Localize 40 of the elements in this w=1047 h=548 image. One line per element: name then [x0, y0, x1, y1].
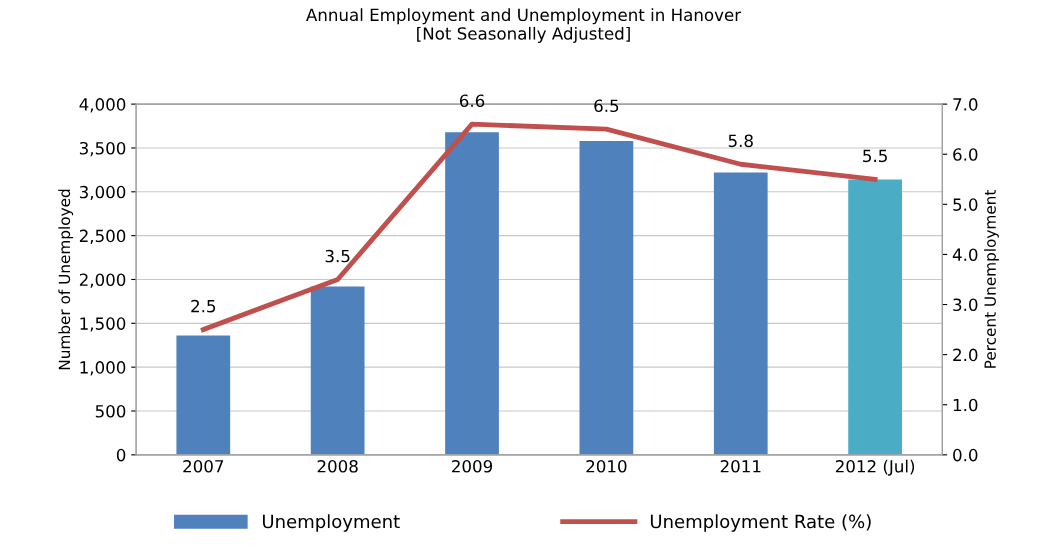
data-label: 6.6	[459, 94, 485, 108]
y2-tick-label: 1.0	[953, 398, 978, 412]
y2-tick-label: 4.0	[952, 248, 978, 261]
bar	[310, 286, 365, 455]
y-tick-label: 1,000	[80, 361, 126, 376]
y2-tick-label: 6.0	[953, 148, 978, 161]
y-tick-label: 500	[95, 404, 126, 418]
data-label: 5.8	[728, 134, 753, 148]
x-tick-label: 2010	[586, 460, 627, 473]
y2-tick-label: 2.0	[953, 348, 978, 362]
y-tick-label: 3,500	[79, 141, 126, 157]
bar	[848, 179, 902, 455]
y-tick-label: 1,500	[80, 317, 126, 332]
y2-tick-label: 3.0	[953, 298, 978, 312]
y2-tick-label: 0.0	[953, 448, 978, 462]
y-tick-label: 4,000	[79, 98, 126, 113]
y2-tick-label: 5.0	[953, 198, 978, 211]
y-tick-label: 2,000	[79, 273, 126, 288]
legend-label: Unemployment Rate (%)	[650, 514, 871, 532]
y2-axis-title: Percent Unemployment	[984, 189, 999, 368]
y2-tick-label: 7.0	[953, 98, 978, 111]
bar	[713, 172, 768, 455]
bar	[176, 335, 231, 455]
bar	[445, 132, 499, 455]
x-tick-label: 2009	[452, 460, 493, 473]
y-tick-label: 0	[116, 448, 126, 462]
data-label: 2.5	[191, 299, 216, 313]
data-label: 3.5	[325, 249, 350, 263]
y-axis-title: Number of Unemployed	[58, 189, 74, 370]
y-tick-label: 2,500	[79, 229, 126, 244]
x-tick-label: 2012 (Jul)	[835, 459, 915, 476]
legend-label: Unemployment	[262, 514, 400, 532]
x-tick-label: 2011	[720, 460, 761, 473]
data-label: 6.5	[594, 99, 619, 113]
bar	[579, 140, 634, 455]
chart-title: Annual Employment and Unemployment in Hanover [Not Seasonally Adjusted]	[306, 8, 742, 44]
data-label: 5.5	[863, 149, 887, 163]
y-tick-label: 3,000	[79, 185, 126, 201]
x-tick-label: 2008	[317, 460, 358, 473]
x-tick-label: 2007	[183, 460, 224, 473]
